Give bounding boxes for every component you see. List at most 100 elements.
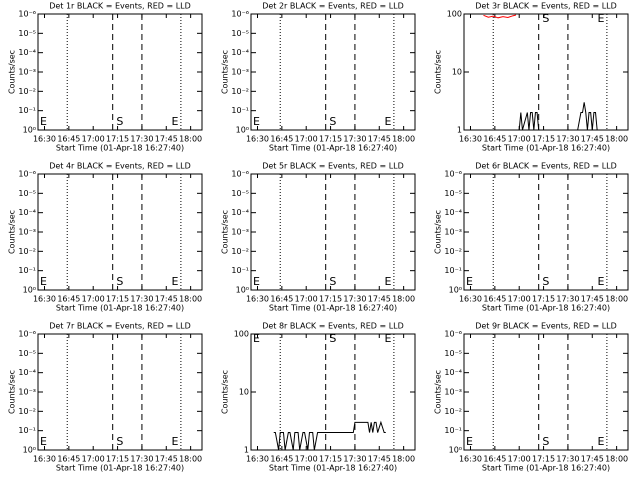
annotation: E (466, 275, 473, 288)
x-axis-label: Start Time (01-Apr-18 16:27:40) (269, 144, 397, 153)
y-tick-label: 100 (234, 330, 249, 339)
panel-title: Det 7r BLACK = Events, RED = LLD (49, 322, 191, 331)
x-tick-label: 16:30 (33, 135, 56, 144)
annotation: S (329, 275, 336, 288)
x-axis-label: Start Time (01-Apr-18 16:27:40) (482, 304, 610, 313)
y-axis-label: Counts/sec (221, 210, 230, 254)
panel: Det 7r BLACK = Events, RED = LLD 16:30 16:… (8, 322, 203, 473)
y-tick-label: 10⁻¹ (18, 266, 36, 275)
y-tick-label: 10⁻² (231, 247, 249, 256)
annotation: S (542, 275, 549, 288)
y-tick-label: 10⁻⁴ (444, 208, 462, 217)
panel: Det 4r BLACK = Events, RED = LLD 16:30 16:… (8, 162, 203, 313)
y-tick-label: 10⁻⁵ (18, 349, 36, 358)
y-tick-label: 10⁻² (18, 87, 36, 96)
y-tick-label: 10⁻⁶ (444, 330, 462, 339)
x-tick-label: 16:30 (33, 455, 56, 464)
x-tick-label: 17:30 (130, 455, 153, 464)
x-tick-label: 16:30 (459, 455, 482, 464)
y-tick-label: 10⁻¹ (231, 106, 249, 115)
x-tick-label: 17:00 (295, 135, 318, 144)
x-tick-label: 18:00 (179, 455, 202, 464)
x-tick-label: 17:45 (581, 135, 604, 144)
y-axis-label: Counts/sec (221, 370, 230, 414)
annotation: E (385, 332, 392, 345)
x-tick-label: 17:30 (343, 135, 366, 144)
y-tick-label: 10 (239, 388, 249, 397)
y-tick-label: 10⁻⁵ (18, 189, 36, 198)
annotation: E (40, 435, 47, 448)
y-axis-label: Counts/sec (434, 370, 443, 414)
data-line (273, 420, 386, 451)
x-tick-label: 18:00 (179, 135, 202, 144)
y-tick-label: 10⁻² (231, 87, 249, 96)
annotation: E (598, 275, 605, 288)
y-tick-label: 10⁻² (18, 247, 36, 256)
axes-frame (463, 13, 629, 131)
annotation: E (253, 332, 260, 345)
y-tick-label: 10⁻⁶ (18, 170, 36, 179)
annotation: E (172, 115, 179, 128)
panel: Det 1r BLACK = Events, RED = LLD 16:30 16:… (8, 2, 203, 153)
x-axis-label: Start Time (01-Apr-18 16:27:40) (269, 304, 397, 313)
y-tick-label: 10⁻⁵ (231, 29, 249, 38)
y-tick-label: 10⁰ (236, 126, 249, 135)
annotation: E (253, 275, 260, 288)
x-tick-label: 18:00 (179, 295, 202, 304)
x-tick-label: 17:15 (106, 295, 129, 304)
y-tick-label: 10⁻³ (231, 68, 249, 77)
panel-title: Det 9r BLACK = Events, RED = LLD (475, 322, 617, 331)
x-axis-label: Start Time (01-Apr-18 16:27:40) (269, 464, 397, 473)
y-tick-label: 10⁻⁴ (231, 208, 249, 217)
y-tick-label: 10⁻³ (231, 228, 249, 237)
y-tick-label: 10⁻⁶ (444, 170, 462, 179)
annotation: E (598, 435, 605, 448)
x-tick-label: 18:00 (392, 455, 415, 464)
panel: Det 2r BLACK = Events, RED = LLD 16:30 16:… (221, 2, 416, 153)
x-tick-label: 17:00 (82, 295, 105, 304)
x-tick-label: 17:30 (556, 295, 579, 304)
x-tick-label: 16:45 (483, 295, 506, 304)
x-tick-label: 18:00 (392, 135, 415, 144)
x-tick-label: 17:00 (508, 135, 531, 144)
y-tick-label: 10⁻⁶ (18, 10, 36, 19)
annotation: S (542, 435, 549, 448)
y-tick-label: 10⁻³ (18, 228, 36, 237)
panel: Det 9r BLACK = Events, RED = LLD 16:30 16:… (434, 322, 629, 473)
x-tick-label: 17:00 (508, 455, 531, 464)
y-tick-label: 10⁻⁴ (444, 368, 462, 377)
x-tick-label: 17:00 (82, 455, 105, 464)
annotation: E (598, 12, 605, 25)
annotation: E (385, 275, 392, 288)
x-tick-label: 17:30 (556, 455, 579, 464)
x-tick-label: 16:45 (57, 295, 80, 304)
panel: Det 5r BLACK = Events, RED = LLD 16:30 16:… (221, 162, 416, 313)
y-tick-label: 10⁰ (449, 286, 462, 295)
panel-title: Det 6r BLACK = Events, RED = LLD (475, 162, 617, 171)
annotation: E (172, 275, 179, 288)
x-tick-label: 16:45 (270, 295, 293, 304)
x-tick-label: 17:45 (368, 295, 391, 304)
y-tick-label: 10⁻³ (444, 228, 462, 237)
x-tick-label: 16:30 (246, 455, 269, 464)
annotation: S (116, 115, 123, 128)
x-tick-label: 16:45 (483, 455, 506, 464)
y-tick-label: 10⁰ (23, 126, 36, 135)
x-tick-label: 17:00 (295, 455, 318, 464)
x-tick-label: 17:45 (581, 295, 604, 304)
axes-frame (463, 173, 629, 291)
axes-frame (37, 13, 203, 131)
y-tick-label: 10⁻³ (18, 68, 36, 77)
panel-title: Det 8r BLACK = Events, RED = LLD (262, 322, 404, 331)
x-axis-label: Start Time (01-Apr-18 16:27:40) (56, 144, 184, 153)
annotation: S (329, 115, 336, 128)
x-tick-label: 16:45 (483, 135, 506, 144)
y-axis-label: Counts/sec (221, 50, 230, 94)
x-tick-label: 17:30 (343, 455, 366, 464)
axes-frame (37, 333, 203, 451)
x-tick-label: 17:30 (343, 295, 366, 304)
annotation: E (40, 275, 47, 288)
y-tick-label: 10⁻⁶ (231, 170, 249, 179)
panel: Det 8r BLACK = Events, RED = LLD 16:30 16:… (221, 322, 416, 473)
